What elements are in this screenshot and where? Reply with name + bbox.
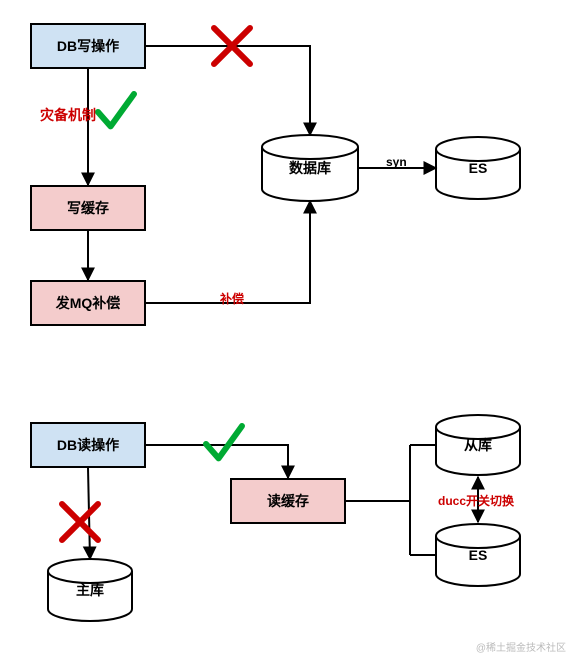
- node-label: 读缓存: [267, 491, 309, 511]
- svg-text:从库: 从库: [464, 437, 492, 453]
- node-label: 写缓存: [67, 198, 109, 218]
- svg-text:ES: ES: [469, 547, 488, 563]
- node-db-read: DB读操作: [30, 422, 146, 468]
- label-text: syn: [386, 155, 407, 169]
- node-write-cache: 写缓存: [30, 185, 146, 231]
- diagram-svg: 数据库 ES 主库 从库 ES: [0, 0, 572, 656]
- node-db-write: DB写操作: [30, 23, 146, 69]
- label-text: 补偿: [220, 292, 244, 306]
- svg-text:主库: 主库: [76, 582, 104, 598]
- watermark-text: @稀土掘金技术社区: [476, 643, 566, 654]
- watermark: @稀土掘金技术社区: [476, 639, 566, 654]
- label-text: 灾备机制: [40, 107, 96, 123]
- label-text: ducc开关切换: [438, 494, 514, 508]
- node-label: 发MQ补偿: [56, 293, 121, 313]
- label-syn: syn: [386, 155, 407, 169]
- node-mq-comp: 发MQ补偿: [30, 280, 146, 326]
- svg-text:数据库: 数据库: [289, 160, 331, 176]
- diagram-canvas: 数据库 ES 主库 从库 ES DB写操作 写缓存 发MQ补偿 读缓存 DB读操作 灾备…: [0, 0, 572, 656]
- svg-text:ES: ES: [469, 160, 488, 176]
- label-compensation: 补偿: [220, 290, 244, 307]
- node-label: DB写操作: [57, 36, 119, 56]
- label-disaster-recovery: 灾备机制: [40, 105, 96, 125]
- label-ducc: ducc开关切换: [438, 492, 514, 509]
- node-label: DB读操作: [57, 435, 119, 455]
- node-read-cache: 读缓存: [230, 478, 346, 524]
